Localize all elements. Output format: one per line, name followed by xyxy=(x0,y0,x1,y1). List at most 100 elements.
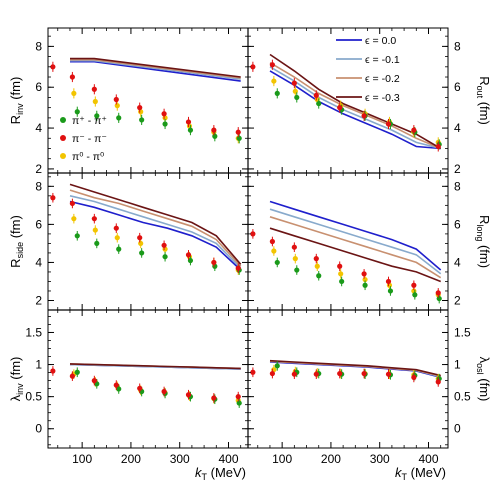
data-point xyxy=(269,238,275,245)
data-point xyxy=(361,271,367,277)
model-line xyxy=(70,59,241,80)
y-tick-label: 2 xyxy=(454,293,461,307)
data-point xyxy=(291,80,297,86)
x-tick-label: 200 xyxy=(121,452,141,466)
data-point xyxy=(313,371,319,377)
y-tick-label: 0.5 xyxy=(25,390,42,404)
data-point xyxy=(435,379,441,385)
data-point xyxy=(161,242,167,248)
data-point xyxy=(187,127,194,133)
legend-data-marker xyxy=(60,153,66,159)
data-point xyxy=(269,370,275,377)
model-line xyxy=(69,195,242,269)
data-point xyxy=(337,370,343,377)
data-point xyxy=(138,240,144,247)
data-point xyxy=(316,273,322,279)
data-point xyxy=(271,78,277,84)
data-point xyxy=(385,121,392,127)
data-point xyxy=(235,394,241,400)
data-point xyxy=(113,382,119,388)
x-tick-label: 400 xyxy=(218,452,238,466)
data-point xyxy=(313,256,319,262)
model-line xyxy=(269,200,442,271)
model-line xyxy=(269,70,441,150)
y-tick-label: 6 xyxy=(454,217,461,231)
data-point xyxy=(294,94,300,101)
legend-data-label: π⁻ - π⁻ xyxy=(72,133,107,145)
y-axis-label: Rlong (fm) xyxy=(475,215,492,268)
data-point xyxy=(185,392,192,398)
data-point xyxy=(411,282,417,288)
model-line xyxy=(70,60,241,82)
data-point xyxy=(361,113,367,119)
data-point xyxy=(116,115,122,121)
x-tick-label: 100 xyxy=(72,452,92,466)
y-tick-label: 6 xyxy=(35,80,42,94)
data-point xyxy=(412,292,418,298)
data-point xyxy=(113,96,119,103)
data-point xyxy=(92,98,98,105)
legend-model-label: ϵ = -0.2 xyxy=(365,73,400,85)
y-tick-label: 1 xyxy=(454,358,461,372)
data-point xyxy=(162,121,168,127)
x-tick-label: 200 xyxy=(321,452,341,466)
data-point xyxy=(94,240,100,247)
data-point xyxy=(185,252,192,258)
data-point xyxy=(387,288,394,294)
data-point xyxy=(435,290,441,296)
data-point xyxy=(314,263,320,269)
y-tick-label: 8 xyxy=(35,39,42,53)
data-point xyxy=(161,388,167,395)
data-point xyxy=(436,295,442,302)
data-point xyxy=(137,235,143,241)
data-point xyxy=(69,373,75,379)
data-point xyxy=(137,385,143,391)
data-point xyxy=(92,227,98,233)
data-point xyxy=(269,62,275,68)
data-point xyxy=(50,368,56,374)
y-axis-label: λinv (fm) xyxy=(8,357,25,402)
data-point xyxy=(50,64,56,70)
data-point xyxy=(211,395,217,401)
data-point xyxy=(271,248,277,254)
data-point xyxy=(274,90,280,96)
model-line xyxy=(69,363,241,370)
legend-data-marker xyxy=(60,135,66,141)
data-point xyxy=(114,235,120,241)
data-point xyxy=(74,369,80,375)
y-tick-label: 1.5 xyxy=(454,325,471,339)
y-tick-label: 4 xyxy=(454,121,461,135)
data-point xyxy=(211,259,217,266)
data-point xyxy=(139,250,145,256)
data-point xyxy=(211,127,217,133)
y-tick-label: 8 xyxy=(35,179,42,193)
data-point xyxy=(91,378,97,384)
y-tick-label: 0 xyxy=(454,422,461,436)
data-point xyxy=(411,374,417,380)
model-line xyxy=(69,189,242,267)
data-point xyxy=(74,109,80,115)
y-axis-label: Rout (fm) xyxy=(475,76,492,125)
model-line xyxy=(269,227,441,283)
data-point xyxy=(235,129,241,135)
model-line xyxy=(269,66,441,150)
data-point xyxy=(50,195,56,201)
data-point xyxy=(139,117,145,123)
data-point xyxy=(385,371,392,377)
x-tick-label: 300 xyxy=(370,452,390,466)
y-axis-label: λosl (fm) xyxy=(475,357,492,402)
data-point xyxy=(187,257,194,264)
x-tick-label: 400 xyxy=(418,452,438,466)
y-tick-label: 4 xyxy=(35,121,42,135)
model-line xyxy=(269,62,442,150)
data-point xyxy=(74,233,80,239)
data-point xyxy=(235,265,241,271)
y-tick-label: 6 xyxy=(454,80,461,94)
data-point xyxy=(250,64,256,70)
model-line xyxy=(70,57,241,78)
model-line xyxy=(70,58,241,79)
y-tick-label: 1.5 xyxy=(25,325,42,339)
y-tick-label: 2 xyxy=(35,162,42,176)
